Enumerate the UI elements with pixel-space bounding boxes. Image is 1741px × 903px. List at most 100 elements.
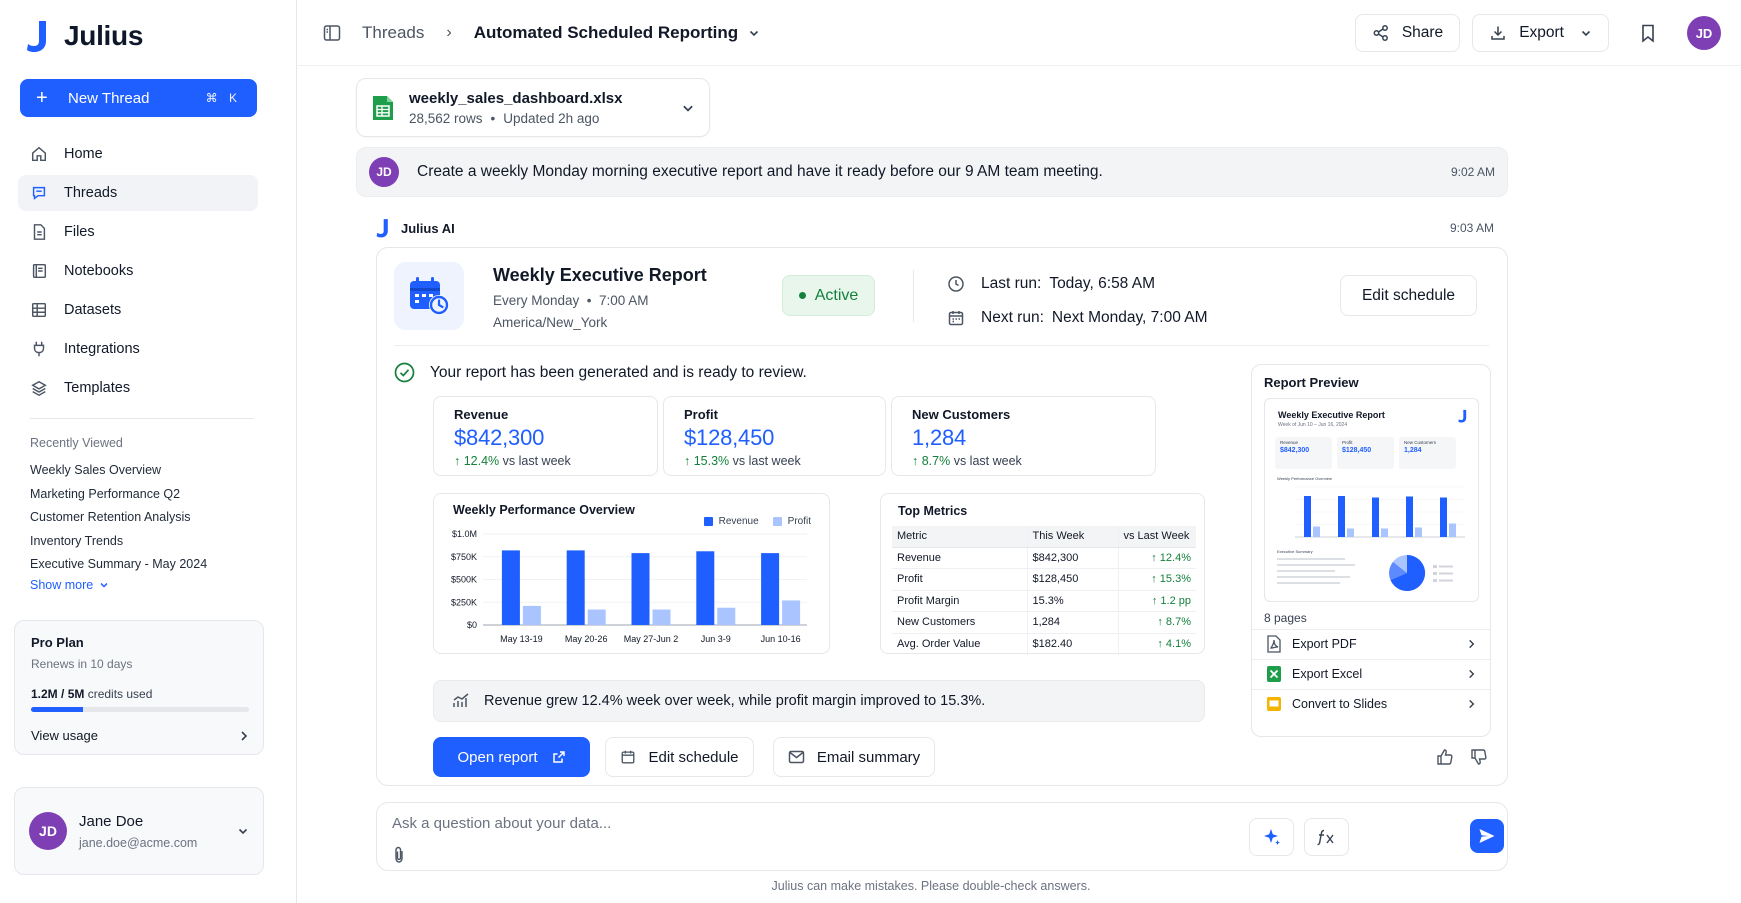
calendar-icon [948, 311, 964, 326]
thumbs-down-icon[interactable] [1470, 748, 1488, 766]
legend-swatch [772, 517, 782, 526]
table-header-row: Metric This Week vs Last Week [892, 526, 1196, 548]
share-button[interactable]: Share [1354, 14, 1461, 52]
y-tick-label: $1.0M [452, 529, 477, 539]
formula-button[interactable] [1304, 818, 1349, 856]
export-pdf-item[interactable]: Export PDF [1252, 629, 1490, 658]
send-button[interactable] [1470, 819, 1504, 853]
metric-change: ↑ 1.2 pp [1117, 590, 1196, 612]
breadcrumb-threads[interactable]: Threads [362, 22, 425, 42]
report-ready-message: Your report has been generated and is re… [394, 362, 807, 383]
export-button[interactable]: Export [1472, 14, 1609, 52]
meta-separator: • [490, 110, 496, 126]
edit-schedule-action-button[interactable]: Edit schedule [605, 737, 754, 777]
y-tick-label: $500K [451, 575, 477, 585]
kpi-card-new-customers: New Customers 1,284 ↑ 8.7% vs last week [891, 396, 1156, 476]
user-email: jane.doe@acme.com [79, 835, 198, 850]
sidebar-divider [30, 418, 254, 419]
thumbnail-title: Weekly Executive Report [1278, 410, 1385, 420]
clock-icon [948, 276, 964, 292]
kpi-delta-value: ↑ 12.4% [454, 454, 500, 468]
recent-item[interactable]: Weekly Sales Overview [30, 463, 162, 477]
thumbs-up-icon[interactable] [1436, 748, 1454, 766]
email-summary-button[interactable]: Email summary [773, 737, 935, 777]
sidebar-item-label: Files [64, 224, 95, 240]
recent-item[interactable]: Executive Summary - May 2024 [30, 557, 208, 571]
sidebar-item-threads[interactable]: Threads [18, 175, 258, 211]
sidebar-item-label: Templates [64, 380, 131, 396]
credits-used: 1.2M [31, 687, 58, 701]
user-message-text: Create a weekly Monday morning executive… [417, 163, 1103, 180]
last-run: Last run: Today, 6:58 AM [947, 275, 1155, 293]
user-menu[interactable]: JD Jane Doe jane.doe@acme.com [14, 787, 264, 875]
chevron-down-icon[interactable] [748, 27, 760, 39]
sidebar-item-label: Notebooks [64, 263, 134, 279]
view-usage-link[interactable]: View usage [31, 728, 249, 743]
export-label: Export PDF [1292, 637, 1357, 651]
thumbnail-table-lines [1277, 558, 1355, 584]
insight-text: Revenue grew 12.4% week over week, while… [484, 693, 986, 709]
y-tick-label: $750K [451, 552, 477, 562]
convert-to-slides-item[interactable]: Convert to Slides [1252, 689, 1490, 718]
kpi-delta-suffix: vs last week [950, 454, 1022, 468]
divider [913, 270, 914, 322]
thumbnail-table-title: Executive Summary [1277, 549, 1313, 554]
bar-revenue [696, 551, 715, 625]
sidebar-nav: Home Threads Files Notebooks Datasets In… [18, 136, 258, 409]
insight-banner: Revenue grew 12.4% week over week, while… [433, 680, 1205, 722]
thumbnail-kpi-label: Profit [1342, 440, 1353, 445]
recent-item[interactable]: Marketing Performance Q2 [30, 486, 181, 501]
sidebar-item-integrations[interactable]: Integrations [18, 331, 258, 367]
page-title[interactable]: Automated Scheduled Reporting [473, 22, 739, 42]
attached-file[interactable]: weekly_sales_dashboard.xlsx 28,562 rows •… [356, 78, 710, 137]
next-run: Next run: Next Monday, 7:00 AM [947, 309, 1208, 327]
ai-assist-button[interactable] [1249, 818, 1294, 856]
metric-change: ↑ 8.7% [1117, 611, 1196, 634]
sidebar-item-label: Threads [64, 185, 118, 201]
metric-name: Revenue [892, 547, 1027, 569]
bar-revenue [566, 550, 585, 625]
thumbnail-bar [1372, 497, 1379, 537]
sidebar-item-notebooks[interactable]: Notebooks [18, 253, 258, 289]
credits-total: / 5M [57, 687, 85, 701]
thumbnail-bar [1313, 526, 1320, 537]
logo[interactable]: Julius [26, 16, 143, 56]
recent-item[interactable]: Inventory Trends [30, 533, 124, 548]
kpi-value: $128,450 [684, 425, 775, 450]
top-metrics-card: Top Metrics Metric This Week vs Last Wee… [880, 493, 1205, 655]
sidebar-item-files[interactable]: Files [18, 214, 258, 250]
recently-viewed: Recently Viewed Weekly Sales Overview Ma… [30, 436, 260, 592]
bookmark-icon[interactable] [1639, 23, 1657, 43]
thumbnail-kpi-label: New Customers [1404, 440, 1437, 445]
status-label: Active [814, 286, 859, 304]
sidebar-toggle-icon[interactable] [322, 23, 342, 43]
notebook-icon [32, 263, 47, 279]
show-more-link[interactable]: Show more [30, 578, 260, 592]
thumbnail-kpi: Revenue $842,300 [1275, 437, 1332, 469]
table-row: Revenue $842,300 ↑ 12.4% [892, 547, 1196, 569]
next-run-label: Next run: [981, 309, 1044, 326]
sidebar-item-templates[interactable]: Templates [18, 370, 258, 406]
preview-title: Report Preview [1264, 375, 1359, 390]
x-tick-label: May 13-19 [500, 634, 543, 644]
check-circle-icon [394, 362, 415, 383]
y-tick-label: $250K [451, 597, 477, 607]
layers-icon [31, 380, 47, 397]
chat-input[interactable] [392, 812, 1192, 834]
threads-icon [32, 186, 46, 200]
kpi-label: Revenue [454, 407, 509, 422]
open-report-button[interactable]: Open report [433, 737, 590, 777]
edit-schedule-button[interactable]: Edit schedule [1340, 275, 1477, 316]
assistant-name: Julius AI [401, 220, 455, 236]
header-avatar[interactable]: JD [1687, 16, 1721, 50]
sidebar-item-home[interactable]: Home [18, 136, 258, 172]
recent-item[interactable]: Customer Retention Analysis [30, 510, 191, 524]
export-excel-item[interactable]: Export Excel [1252, 659, 1490, 688]
sidebar-item-datasets[interactable]: Datasets [18, 292, 258, 328]
new-thread-button[interactable]: + New Thread ⌘ K [20, 79, 257, 117]
metric-change: ↑ 4.1% [1117, 633, 1196, 655]
file-name: weekly_sales_dashboard.xlsx [409, 89, 623, 107]
metric-change: ↑ 12.4% [1117, 547, 1196, 569]
paperclip-icon[interactable] [393, 846, 405, 864]
report-thumbnail[interactable]: Weekly Executive Report Week of Jun 10 –… [1264, 398, 1479, 602]
